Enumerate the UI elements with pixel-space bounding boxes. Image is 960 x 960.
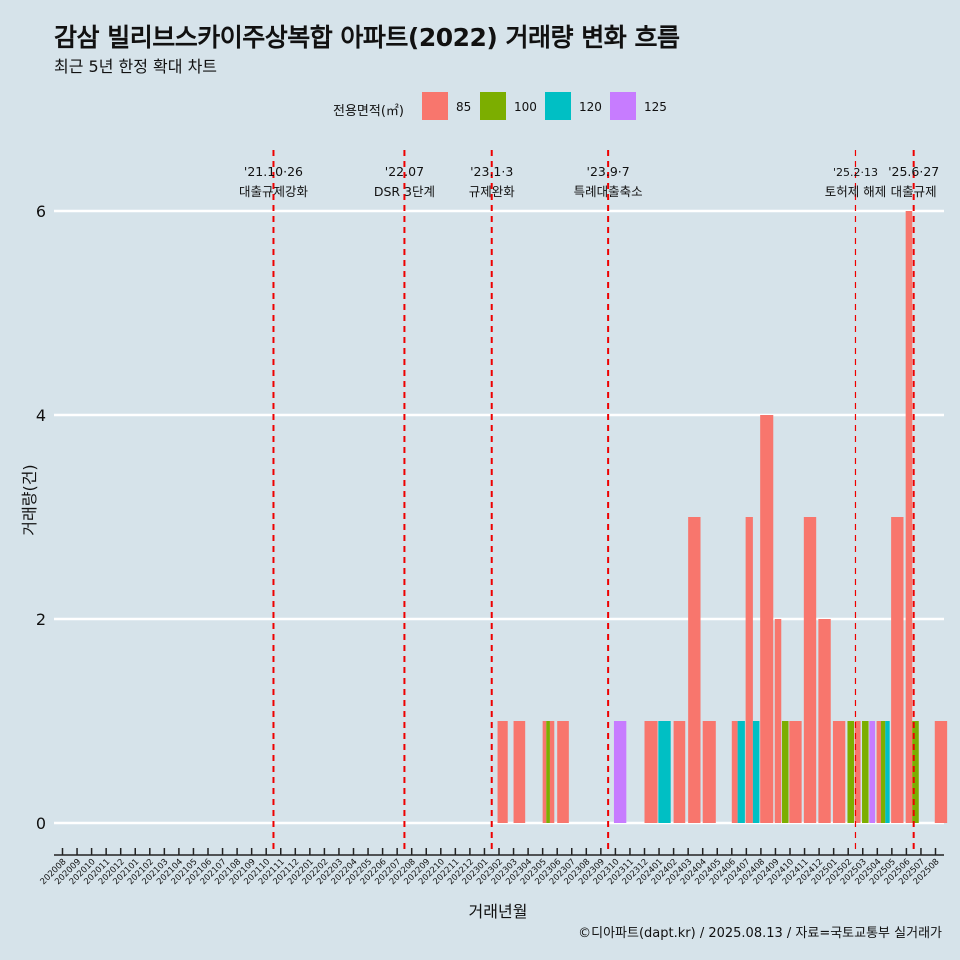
bar bbox=[546, 721, 550, 823]
legend-label-120: 120 bbox=[579, 100, 602, 114]
gridlines bbox=[54, 209, 944, 825]
bar bbox=[542, 721, 547, 823]
event-date: '25.2·13 bbox=[833, 166, 878, 179]
bar bbox=[731, 721, 738, 823]
bar bbox=[745, 517, 753, 823]
bar bbox=[818, 619, 831, 823]
legend-label-85: 85 bbox=[456, 100, 472, 114]
bar bbox=[876, 721, 881, 823]
bar bbox=[513, 721, 526, 823]
event-date: '23.9·7 bbox=[587, 164, 630, 179]
event-label: 특례대출축소 bbox=[574, 184, 643, 199]
bar bbox=[760, 415, 774, 823]
event-date: '25.6·27 bbox=[888, 164, 939, 179]
event-label: 대출규제강화 bbox=[239, 184, 309, 199]
bar bbox=[673, 721, 686, 823]
bar bbox=[803, 517, 817, 823]
x-axis: 2020082020092020102020112020122021012021… bbox=[39, 848, 944, 887]
y-tick-label: 0 bbox=[36, 814, 46, 833]
bar bbox=[688, 517, 701, 823]
event-label: DSR 3단계 bbox=[374, 184, 435, 199]
bar bbox=[752, 721, 760, 823]
y-axis-label: 거래량(건) bbox=[20, 464, 39, 536]
source-caption: ©디아파트(dapt.kr) / 2025.08.13 / 자료=국토교통부 실… bbox=[578, 926, 942, 941]
bar bbox=[880, 721, 886, 823]
bar bbox=[832, 721, 846, 823]
x-axis-label: 거래년월 bbox=[468, 902, 528, 921]
y-tick-label: 4 bbox=[36, 406, 46, 425]
event-label: 토허제 해제 bbox=[825, 184, 886, 199]
legend-title: 전용면적(㎡) bbox=[333, 104, 404, 119]
legend-label-100: 100 bbox=[514, 100, 537, 114]
chart-title: 감삼 빌리브스카이주상복합 아파트(2022) 거래량 변화 흐름 bbox=[54, 23, 680, 52]
event-lines: '21.10·26 대출규제강화 '22.07 DSR 3단계 '23.1·3 규제완화 '… bbox=[239, 150, 939, 852]
event-date: '23.1·3 bbox=[470, 164, 513, 179]
bar bbox=[781, 721, 789, 823]
legend-key-120 bbox=[545, 92, 571, 120]
bar bbox=[905, 211, 913, 823]
y-tick-label: 2 bbox=[36, 610, 46, 629]
y-axis-ticks: 0 2 4 6 bbox=[36, 202, 46, 833]
chart-subtitle: 최근 5년 한정 확대 차트 bbox=[54, 57, 218, 76]
bar bbox=[737, 721, 745, 823]
bar bbox=[934, 721, 948, 823]
bar bbox=[862, 721, 869, 823]
bars bbox=[497, 211, 948, 823]
bar bbox=[549, 721, 555, 823]
legend-key-85 bbox=[422, 92, 448, 120]
bar bbox=[854, 721, 861, 823]
legend-key-100 bbox=[480, 92, 506, 120]
bar bbox=[891, 517, 904, 823]
y-tick-label: 6 bbox=[36, 202, 46, 221]
bar bbox=[644, 721, 658, 823]
bar bbox=[658, 721, 671, 823]
bar bbox=[789, 721, 802, 823]
bar bbox=[885, 721, 890, 823]
event-date: '22.07 bbox=[385, 164, 424, 179]
bar bbox=[912, 721, 919, 823]
bar bbox=[613, 721, 627, 823]
event-label: 대출규제 bbox=[891, 184, 937, 199]
event-date: '21.10·26 bbox=[244, 164, 303, 179]
legend-key-125 bbox=[610, 92, 636, 120]
bar bbox=[702, 721, 716, 823]
legend-label-125: 125 bbox=[644, 100, 667, 114]
event-label: 규제완화 bbox=[469, 184, 516, 199]
bar bbox=[774, 619, 782, 823]
bar bbox=[847, 721, 855, 823]
bar bbox=[497, 721, 508, 823]
bar bbox=[557, 721, 569, 823]
bar bbox=[869, 721, 876, 823]
legend: 전용면적(㎡) 85 100 120 125 bbox=[0, 92, 960, 122]
